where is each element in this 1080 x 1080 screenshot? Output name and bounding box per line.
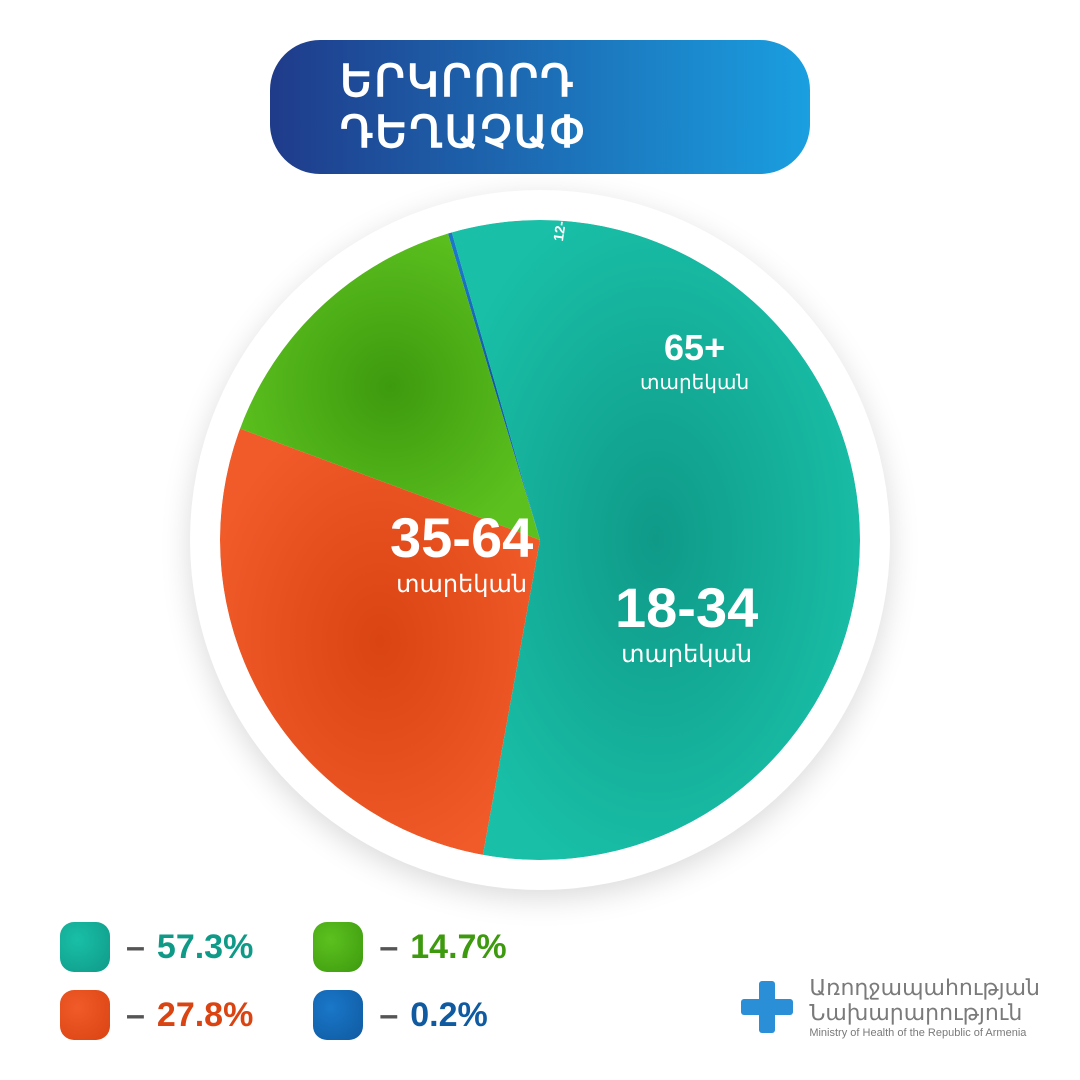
legend-swatch [313,990,363,1040]
legend-item-2: –27.8% [60,990,253,1040]
legend-percent: 14.7% [410,928,506,967]
legend-item-1: –14.7% [313,922,506,972]
footer-line2: Նախարարություն [809,1000,1040,1025]
legend-dash: – [126,928,145,967]
pie-chart: 35-64տարեկան18-34տարեկան65+տարեկան12-17 … [220,220,860,860]
footer-text: Առողջապահության Նախարարություն Ministry … [809,975,1040,1040]
legend-percent: 57.3% [157,928,253,967]
footer-logo: Առողջապահության Նախարարություն Ministry … [737,975,1040,1040]
legend: –57.3%–14.7%–27.8%–0.2% [60,922,507,1040]
legend-dash: – [379,996,398,1035]
legend-percent: 0.2% [410,996,488,1035]
legend-percent: 27.8% [157,996,253,1035]
legend-item-3: –0.2% [313,990,506,1040]
pie-chart-container: 35-64տարեկան18-34տարեկան65+տարեկան12-17 … [190,190,890,890]
footer-line3: Ministry of Health of the Republic of Ar… [809,1027,1040,1040]
legend-swatch [313,922,363,972]
legend-item-0: –57.3% [60,922,253,972]
legend-swatch [60,990,110,1040]
ministry-cross-icon [737,977,797,1037]
legend-dash: – [379,928,398,967]
legend-swatch [60,922,110,972]
page-title-text: ԵՐԿՐՈՐԴ ԴԵՂԱՉԱՓ [340,57,587,157]
pie-chart-svg [220,220,860,860]
footer-line1: Առողջապահության [809,975,1040,1000]
legend-dash: – [126,996,145,1035]
page-title-pill: ԵՐԿՐՈՐԴ ԴԵՂԱՉԱՓ [270,40,810,174]
